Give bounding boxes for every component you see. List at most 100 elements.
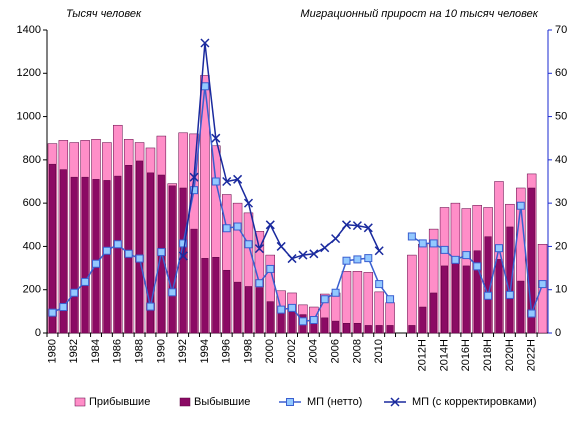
legend-swatch — [74, 397, 86, 407]
bar — [375, 325, 383, 334]
x-tick-label: 1984 — [90, 339, 102, 363]
y-tick-label: 200 — [23, 284, 41, 296]
x-tick-label: 2022Н — [526, 339, 538, 371]
marker — [331, 288, 340, 297]
x-tick-label: 1982 — [68, 339, 80, 363]
marker — [484, 291, 493, 300]
marker — [178, 251, 188, 261]
y2-tick-label: 30 — [555, 197, 567, 209]
bar — [179, 187, 187, 334]
right-axis-label: Миграционный прирост на 10 тысяч человек — [300, 8, 538, 20]
bar — [441, 265, 449, 334]
x-tick-label: 2000 — [264, 339, 276, 363]
bar — [353, 323, 361, 334]
marker — [81, 277, 90, 286]
bar — [255, 287, 263, 334]
marker — [364, 254, 373, 263]
marker — [48, 308, 57, 317]
bar — [386, 325, 394, 334]
marker — [429, 239, 438, 248]
y-tick-label: 800 — [23, 154, 41, 166]
y-tick-label: 0 — [35, 327, 41, 339]
x-tick-label: 2008 — [351, 339, 363, 363]
marker — [211, 177, 220, 186]
y-tick-label: 600 — [23, 197, 41, 209]
y-tick-label: 400 — [23, 240, 41, 252]
bar — [364, 325, 372, 334]
legend-label: Прибывшие — [89, 396, 150, 408]
marker — [386, 295, 395, 304]
marker — [179, 239, 188, 248]
bar — [266, 301, 274, 334]
marker — [298, 317, 307, 326]
marker — [135, 254, 144, 263]
bar — [136, 160, 144, 334]
legend-label: Выбывшие — [194, 396, 250, 408]
marker — [92, 259, 101, 268]
x-tick-label: 2004 — [308, 339, 320, 363]
marker — [254, 244, 264, 254]
marker — [59, 303, 68, 312]
x-tick-label: 2002 — [286, 339, 298, 363]
y2-tick-label: 10 — [555, 284, 567, 296]
marker — [124, 249, 133, 258]
bar — [517, 280, 525, 334]
bar — [92, 179, 100, 334]
marker — [70, 288, 79, 297]
marker — [320, 295, 329, 304]
x-tick-label: 2006 — [330, 339, 342, 363]
legend-label: МП (нетто) — [307, 396, 362, 408]
marker — [233, 174, 243, 184]
y2-tick-label: 60 — [555, 67, 567, 79]
marker — [222, 224, 231, 233]
bar — [408, 325, 416, 334]
marker — [451, 255, 460, 264]
bar — [146, 172, 154, 334]
marker — [298, 250, 308, 260]
bar — [48, 163, 56, 334]
x-tick-label: 1994 — [199, 339, 211, 363]
y-tick-label: 1400 — [17, 24, 41, 36]
x-tick-label: 1992 — [177, 339, 189, 363]
bar — [342, 323, 351, 334]
marker — [375, 280, 384, 289]
x-tick-label: 1998 — [242, 339, 254, 363]
x-tick-label: 2014Н — [438, 339, 450, 371]
legend-marker — [390, 397, 400, 407]
bar — [103, 180, 111, 334]
marker — [353, 255, 362, 264]
marker — [190, 186, 199, 195]
bar — [363, 272, 374, 334]
marker — [287, 254, 297, 264]
y-tick-label: 1200 — [17, 67, 41, 79]
marker — [233, 222, 242, 231]
marker — [277, 305, 286, 314]
bar — [190, 228, 198, 334]
marker — [243, 198, 254, 208]
bar — [168, 185, 176, 334]
marker — [102, 246, 111, 255]
bar — [244, 286, 253, 334]
x-tick-label: 1996 — [221, 339, 233, 363]
marker — [309, 316, 318, 325]
bar — [114, 175, 122, 334]
bar — [462, 265, 470, 334]
y2-tick-label: 0 — [555, 327, 561, 339]
marker — [255, 279, 264, 288]
marker — [473, 262, 482, 271]
legend-marker — [286, 398, 294, 406]
x-tick-label: 2020Н — [504, 339, 516, 371]
marker — [265, 220, 275, 230]
marker — [516, 201, 525, 210]
marker — [527, 309, 536, 318]
y2-tick-label: 20 — [555, 240, 567, 252]
bar — [223, 269, 231, 334]
bar — [212, 257, 220, 334]
bar — [528, 187, 536, 334]
bar — [125, 165, 133, 334]
marker — [320, 243, 330, 253]
x-tick-label: 1986 — [112, 339, 124, 363]
x-tick-label: 2012Н — [417, 339, 429, 371]
marker — [494, 244, 503, 253]
marker — [189, 172, 199, 182]
